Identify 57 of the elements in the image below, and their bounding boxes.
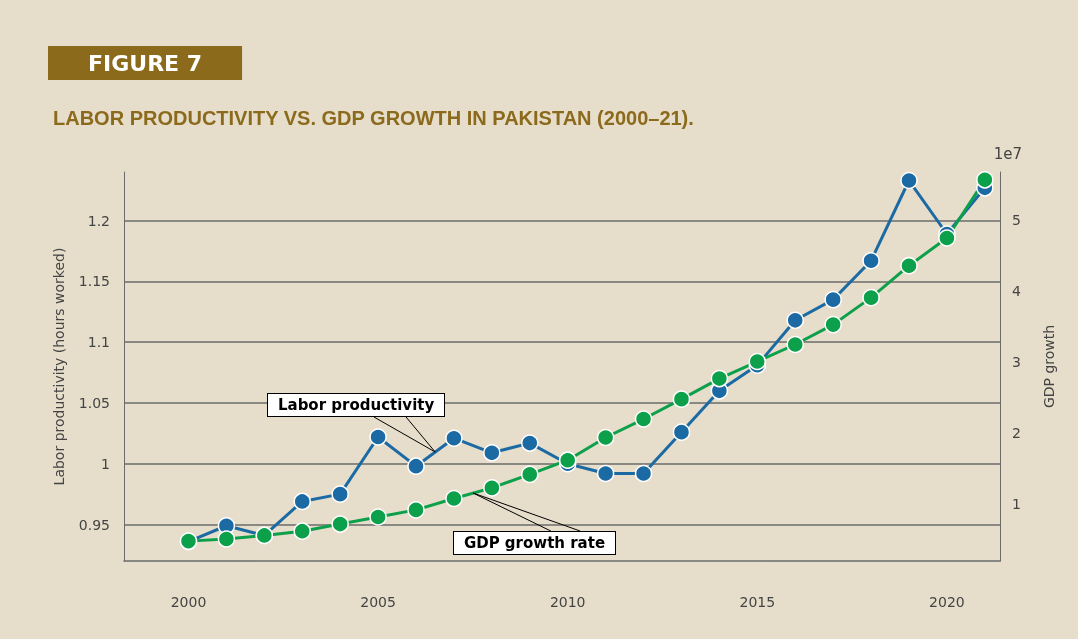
chart-title: FIGURE 7 xyxy=(88,50,203,76)
x-tick-label: 2005 xyxy=(360,594,396,610)
point xyxy=(824,290,842,309)
point xyxy=(596,428,615,447)
text: 1e7 xyxy=(993,144,1023,163)
x-tick-label: 2010 xyxy=(549,594,586,610)
point xyxy=(634,464,653,483)
point xyxy=(445,429,463,447)
point xyxy=(634,410,653,428)
series-label: Labor productivity xyxy=(266,393,446,418)
y-tick-label: 1.15 xyxy=(78,273,110,290)
y-tick-label: 0.95 xyxy=(78,516,110,533)
x-tick-label: 2015 xyxy=(739,594,776,610)
point xyxy=(976,171,994,189)
point xyxy=(862,288,880,307)
point xyxy=(331,485,349,503)
point xyxy=(483,444,501,462)
y2-tick-label: 4 xyxy=(1012,283,1021,300)
y2-tick-label: 3 xyxy=(1012,354,1021,371)
point xyxy=(672,423,691,441)
y2-tick-label: 1 xyxy=(1012,496,1021,513)
point xyxy=(900,256,918,275)
point xyxy=(824,315,842,334)
point xyxy=(521,465,539,484)
y-axis-title: Labor productivity (hours worked) xyxy=(51,247,67,486)
point xyxy=(521,434,539,452)
chart-subtitle: LABOR PRODUCTIVITY VS. GDP GROWTH IN PAKISTAN (2000–21). xyxy=(53,107,694,129)
point xyxy=(710,369,729,388)
series-label: GDP growth rate xyxy=(452,531,617,556)
y-tick-label: 1 xyxy=(101,455,110,472)
point xyxy=(445,489,463,508)
point xyxy=(672,390,691,408)
point xyxy=(331,515,349,533)
x-tick-label: 2020 xyxy=(929,594,965,610)
point xyxy=(786,311,804,330)
point xyxy=(862,251,880,270)
point xyxy=(596,464,615,483)
point xyxy=(407,457,425,475)
x-tick-label: 2000 xyxy=(170,594,207,610)
y-tick-label: 1.2 xyxy=(87,212,110,229)
point xyxy=(483,479,501,497)
point xyxy=(748,352,767,371)
y2-tick-label: 2 xyxy=(1012,425,1021,442)
point xyxy=(900,171,918,190)
point xyxy=(407,501,425,519)
point xyxy=(369,428,387,446)
y-tick-label: 1.05 xyxy=(78,394,110,411)
point xyxy=(786,335,804,354)
point xyxy=(217,530,236,548)
point xyxy=(293,492,311,511)
point xyxy=(293,522,311,540)
point xyxy=(558,451,577,469)
point xyxy=(938,229,956,247)
point xyxy=(369,508,387,526)
y2-tick-label: 5 xyxy=(1012,212,1021,229)
y-tick-label: 1.1 xyxy=(87,334,110,351)
y2-axis-title: GDP growth xyxy=(1041,324,1057,409)
